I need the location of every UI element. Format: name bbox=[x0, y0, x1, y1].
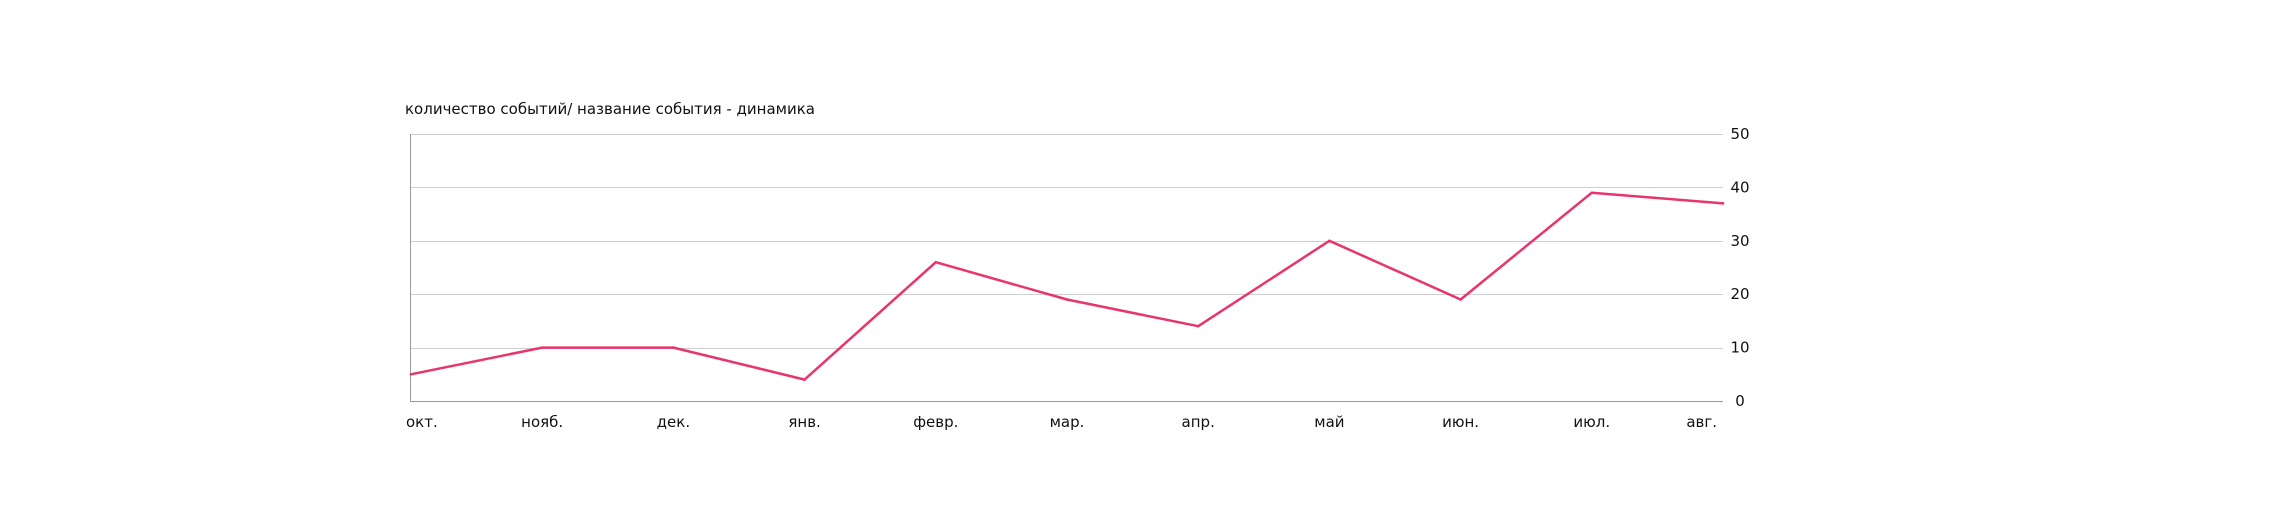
x-tick-label: февр. bbox=[913, 413, 958, 431]
data-point bbox=[1721, 202, 1725, 205]
data-point bbox=[1328, 239, 1331, 243]
data-point bbox=[1065, 298, 1069, 301]
data-point bbox=[1459, 298, 1462, 301]
chart-title: количество событий/ название события - д… bbox=[405, 100, 815, 118]
x-tick-label: нояб. bbox=[521, 413, 563, 431]
data-point bbox=[540, 346, 544, 349]
y-tick-label: 30 bbox=[1730, 232, 1749, 250]
data-point bbox=[803, 378, 806, 381]
x-tick-label: дек. bbox=[657, 413, 690, 431]
x-tick-label: май bbox=[1314, 413, 1344, 431]
x-tick-label: апр. bbox=[1182, 413, 1215, 431]
data-point bbox=[672, 346, 675, 349]
y-tick-label: 40 bbox=[1730, 178, 1749, 196]
x-tick-label: мар. bbox=[1050, 413, 1085, 431]
data-point bbox=[409, 373, 413, 376]
x-tick-label: авг. bbox=[1686, 413, 1717, 431]
y-tick-label: 0 bbox=[1735, 392, 1745, 410]
x-tick-label: окт. bbox=[406, 413, 438, 431]
series-line bbox=[409, 191, 1725, 381]
x-tick-label: июл. bbox=[1573, 413, 1610, 431]
y-tick-label: 50 bbox=[1730, 125, 1749, 143]
x-tick-label: июн. bbox=[1442, 413, 1479, 431]
data-point bbox=[1590, 191, 1594, 195]
x-tick-label: янв. bbox=[788, 413, 820, 431]
data-point bbox=[934, 260, 938, 264]
y-tick-label: 10 bbox=[1730, 339, 1749, 357]
data-point bbox=[1196, 324, 1200, 328]
y-tick-label: 20 bbox=[1730, 285, 1749, 303]
